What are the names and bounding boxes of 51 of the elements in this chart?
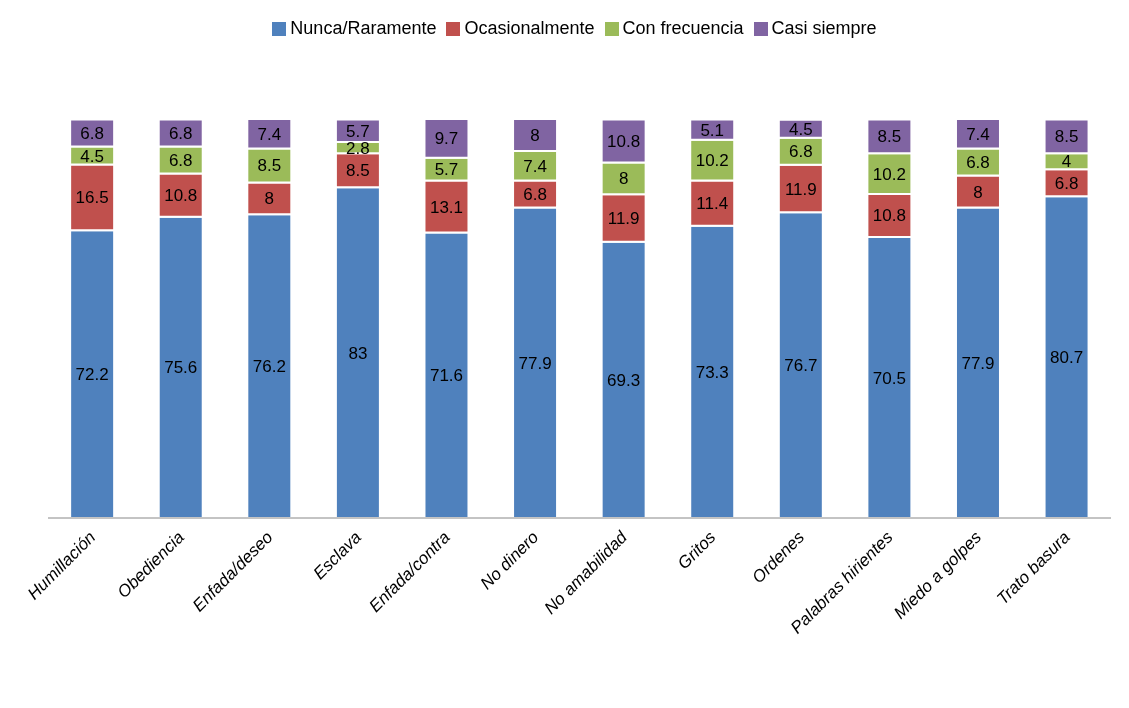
legend-label: Ocasionalmente	[464, 18, 595, 38]
data-label: 11.9	[784, 179, 817, 199]
data-label: 5.7	[434, 160, 459, 180]
data-label: 77.9	[961, 353, 995, 373]
data-label: 8	[530, 125, 540, 145]
data-label: 10.2	[695, 151, 729, 171]
legend-label: Con frecuencia	[622, 18, 744, 38]
data-label: 10.8	[164, 186, 198, 206]
data-label: 8.5	[877, 127, 902, 147]
data-label: 70.5	[872, 368, 906, 388]
data-label: 73.3	[695, 362, 729, 382]
data-label: 6.8	[168, 151, 193, 171]
data-label: 77.9	[518, 353, 552, 373]
data-label: 8	[618, 169, 629, 189]
data-label: 11.4	[696, 194, 729, 214]
data-label: 69.3	[607, 370, 641, 390]
data-label: 5.7	[346, 121, 370, 141]
data-label: 83	[348, 343, 368, 363]
data-label: 76.2	[252, 357, 286, 377]
data-label: 6.8	[168, 123, 193, 143]
data-label: 10.8	[607, 131, 641, 151]
data-label: 75.6	[164, 358, 198, 378]
data-label: 72.2	[75, 365, 109, 385]
data-label: 7.4	[523, 156, 547, 176]
data-label: 6.8	[788, 142, 813, 162]
data-label: 16.5	[75, 188, 109, 208]
data-label: 10.2	[872, 164, 906, 184]
legend-label: Casi siempre	[771, 18, 877, 38]
data-label: 7.4	[257, 124, 282, 144]
data-label: 80.7	[1050, 348, 1084, 368]
data-label: 6.8	[523, 184, 547, 204]
data-label: 6.8	[1054, 173, 1079, 193]
data-label: 76.7	[784, 356, 818, 376]
data-label: 71.6	[429, 366, 464, 386]
data-label: 8.5	[1054, 127, 1079, 147]
data-label: 6.8	[966, 153, 990, 173]
data-label: 8	[973, 182, 983, 202]
data-label: 6.8	[80, 123, 104, 143]
data-label: 11.9	[607, 209, 640, 229]
data-label: 4.5	[788, 119, 813, 139]
data-label: 7.4	[966, 124, 990, 144]
data-label: 8.5	[257, 156, 282, 176]
data-label: 9.7	[434, 129, 459, 149]
legend-label: Nunca/Raramente	[290, 18, 437, 38]
data-label: 8.5	[346, 161, 370, 181]
data-label: 4	[1061, 152, 1072, 172]
data-label: 4.5	[80, 146, 104, 166]
data-label: 13.1	[429, 197, 464, 217]
data-label: 5.1	[700, 120, 725, 140]
data-label: 10.8	[872, 206, 906, 226]
data-label: 8	[264, 189, 275, 209]
